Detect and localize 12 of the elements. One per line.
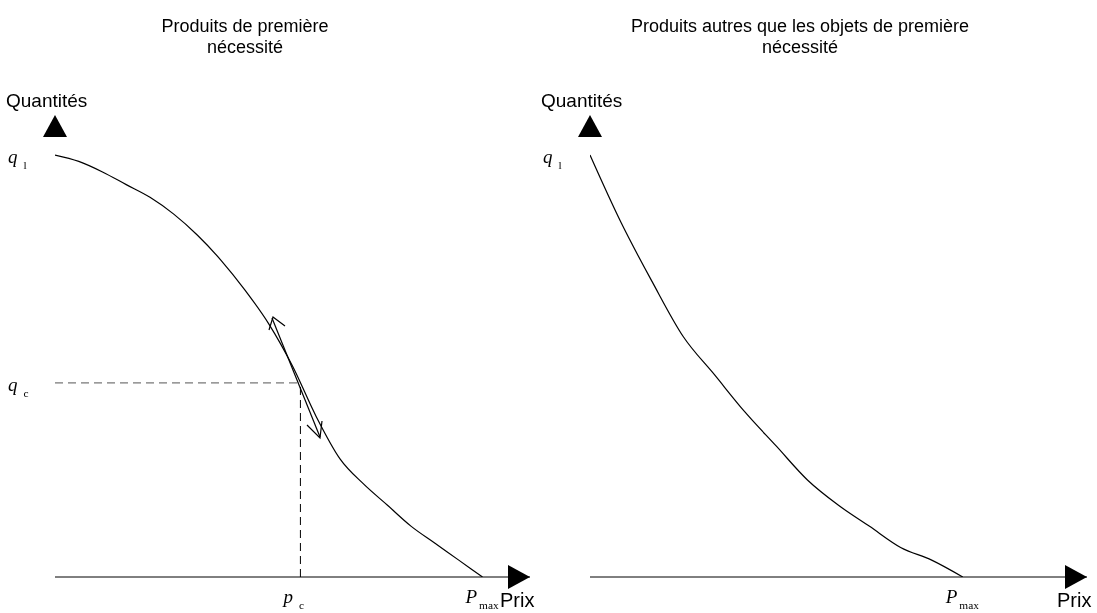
text: P$_{max}$ bbox=[944, 586, 980, 611]
text: q$_{l}$ bbox=[8, 146, 27, 172]
y-axis-title: Quantités bbox=[541, 90, 623, 112]
chart-title: Produits de première nécessité bbox=[160, 16, 330, 58]
ref-line-label: q$_{c}$ bbox=[8, 373, 29, 399]
y-axis-title: Quantités bbox=[6, 90, 88, 112]
x-axis-title: Prix bbox=[500, 589, 535, 612]
text: p$_{c}$ bbox=[281, 586, 304, 611]
text: q$_{l}$ bbox=[543, 146, 562, 172]
text: P$_{max}$ bbox=[464, 586, 500, 611]
chart-title: Produits autres que les objets de première nécessité bbox=[629, 16, 971, 58]
x-axis-title: Prix bbox=[1057, 589, 1092, 612]
